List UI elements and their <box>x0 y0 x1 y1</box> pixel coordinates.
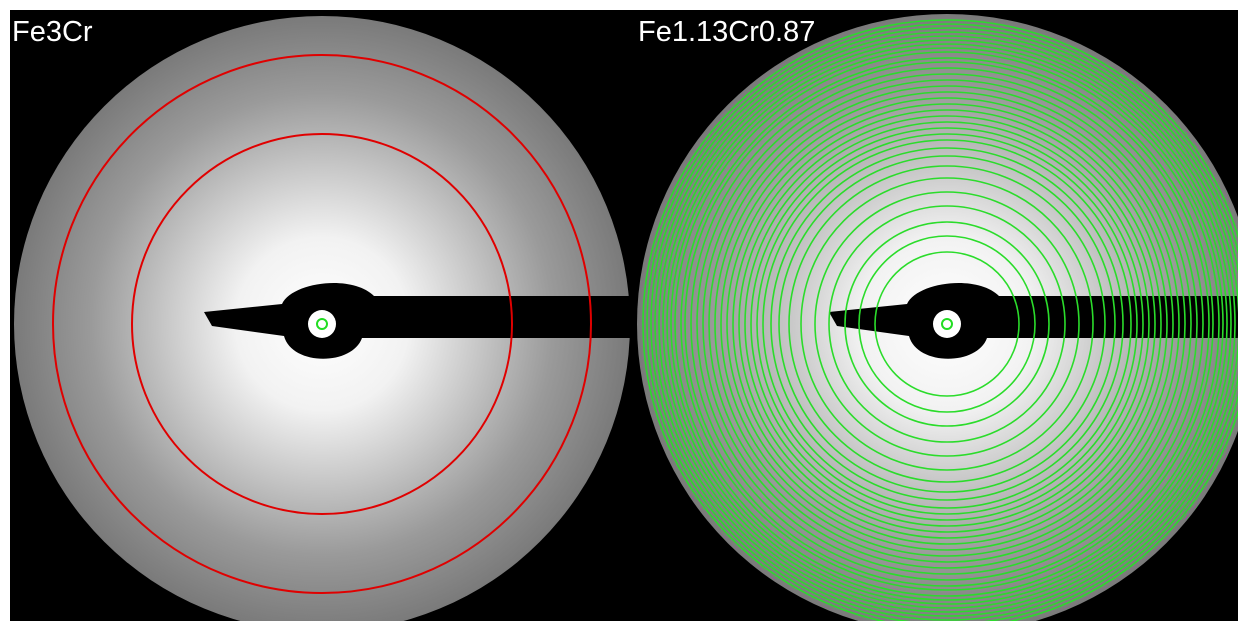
panel-label: Fe1.13Cr0.87 <box>638 16 815 48</box>
figure: Fe3Cr Fe1.13Cr0.87 <box>0 0 1248 631</box>
center-glow <box>308 310 336 338</box>
page: Fe3Cr Fe1.13Cr0.87 (() => { const data =… <box>0 0 1248 631</box>
center-glow <box>933 310 961 338</box>
panel-label: Fe3Cr <box>12 16 93 48</box>
